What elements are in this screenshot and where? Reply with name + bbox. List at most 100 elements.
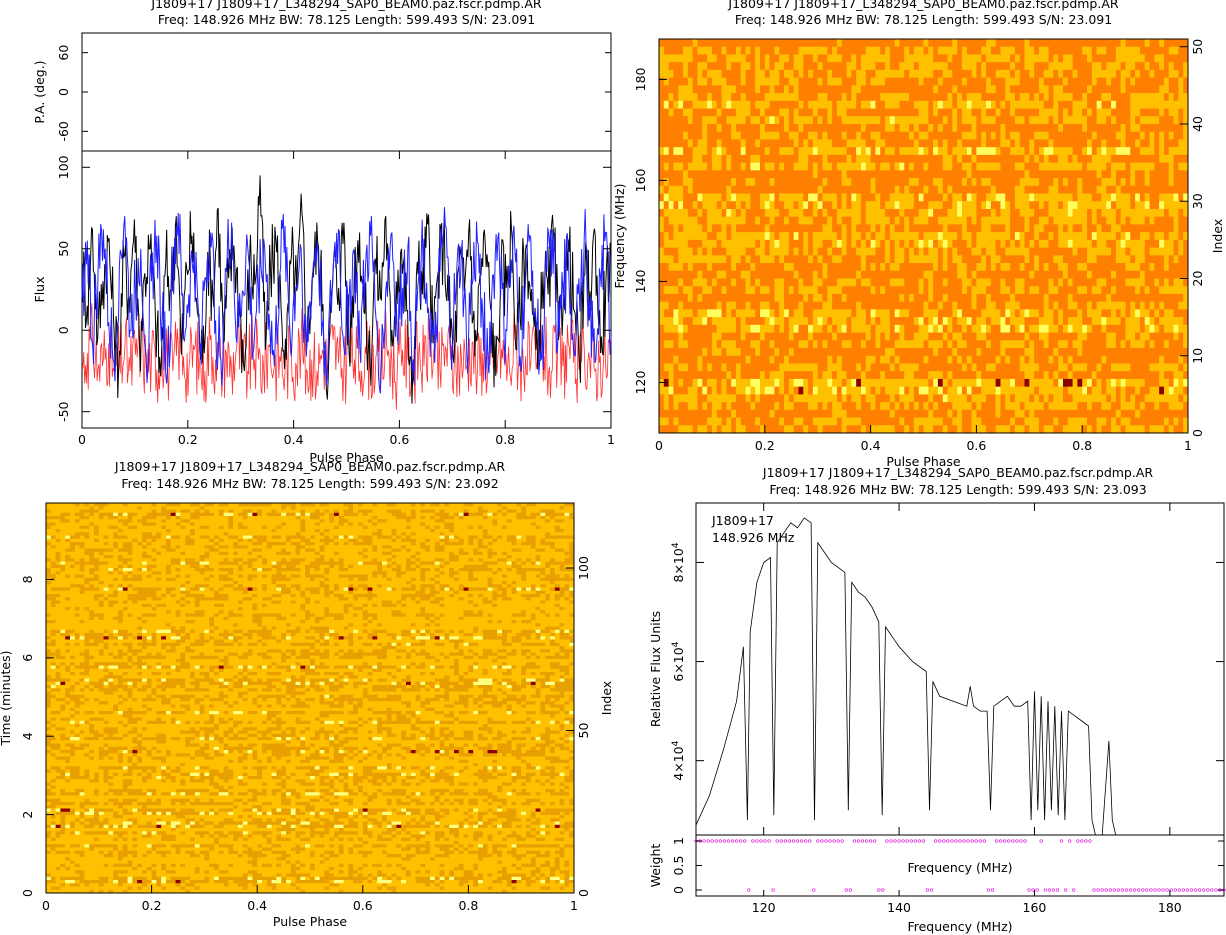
freq-phase-cell bbox=[1072, 201, 1078, 210]
freq-phase-cell bbox=[961, 301, 968, 310]
freq-phase-cell bbox=[1168, 62, 1174, 71]
freq-phase-cell bbox=[731, 224, 737, 233]
freq-phase-cell bbox=[851, 232, 857, 241]
freq-phase-cell bbox=[904, 332, 910, 341]
freq-phase-cell bbox=[1091, 162, 1098, 171]
freq-phase-cell bbox=[1139, 123, 1146, 133]
freq-phase-cell bbox=[904, 317, 910, 326]
freq-phase-cell bbox=[1024, 278, 1030, 287]
freq-phase-cell bbox=[1062, 116, 1069, 125]
freq-phase-cell bbox=[1087, 340, 1093, 349]
freq-phase-cell bbox=[1130, 93, 1136, 102]
freq-phase-cell bbox=[678, 185, 684, 194]
freq-phase-cell bbox=[774, 317, 780, 326]
freq-phase-cell bbox=[721, 77, 727, 86]
freq-phase-cell bbox=[798, 123, 804, 133]
freq-phase-cell bbox=[923, 154, 929, 164]
freq-phase-cell bbox=[1163, 263, 1170, 272]
freq-phase-cell bbox=[846, 340, 852, 349]
freq-phase-cell bbox=[735, 324, 742, 333]
freq-phase-cell bbox=[860, 332, 867, 341]
freq-phase-cell bbox=[1120, 178, 1126, 187]
freq-phase-cell bbox=[779, 239, 785, 248]
freq-phase-cell bbox=[933, 77, 939, 86]
freq-phase-cell bbox=[1048, 77, 1054, 86]
freq-phase-cell bbox=[942, 54, 948, 63]
freq-phase-cell bbox=[1019, 85, 1025, 94]
freq-phase-cell bbox=[808, 363, 814, 372]
freq-phase-cell bbox=[918, 263, 924, 272]
freq-phase-cell bbox=[784, 317, 790, 326]
freq-phase-cell bbox=[668, 293, 674, 303]
freq-phase-cell bbox=[981, 193, 987, 202]
freq-phase-cell bbox=[1139, 39, 1146, 48]
freq-phase-cell bbox=[1120, 378, 1126, 388]
freq-phase-cell bbox=[981, 317, 987, 326]
freq-phase-cell bbox=[1038, 178, 1045, 187]
freq-phase-cell bbox=[1014, 39, 1021, 48]
freq-phase-cell bbox=[764, 208, 771, 218]
freq-phase-cell bbox=[788, 170, 795, 179]
freq-phase-cell bbox=[755, 348, 761, 357]
freq-phase-cell bbox=[856, 208, 862, 218]
freq-phase-cell bbox=[952, 293, 958, 303]
freq-phase-cell bbox=[793, 348, 799, 357]
freq-phase-cell bbox=[663, 232, 670, 241]
freq-phase-cell bbox=[687, 39, 694, 48]
freq-phase-cell bbox=[942, 39, 948, 48]
freq-phase-cell bbox=[1101, 69, 1107, 79]
freq-phase-cell bbox=[961, 93, 968, 102]
freq-phase-cell bbox=[1144, 185, 1150, 194]
freq-phase-cell bbox=[764, 309, 771, 318]
freq-phase-cell bbox=[721, 263, 727, 272]
freq-phase-cell bbox=[764, 123, 771, 133]
freq-phase-cell bbox=[961, 216, 968, 225]
freq-phase-cell bbox=[851, 317, 857, 326]
freq-phase-cell bbox=[803, 378, 809, 388]
freq-phase-cell bbox=[683, 131, 689, 140]
freq-phase-cell bbox=[711, 162, 718, 171]
freq-phase-cell bbox=[1010, 378, 1016, 388]
freq-phase-cell bbox=[952, 116, 958, 125]
freq-phase-cell bbox=[716, 108, 722, 117]
freq-phase-cell bbox=[1024, 270, 1030, 279]
freq-phase-cell bbox=[740, 247, 746, 256]
freq-phase-cell bbox=[981, 363, 987, 372]
freq-phase-cell bbox=[1087, 216, 1093, 225]
freq-phase-cell bbox=[1010, 216, 1016, 225]
freq-phase-cell bbox=[697, 301, 703, 310]
freq-phase-cell bbox=[687, 309, 694, 318]
freq-phase-cell bbox=[1067, 371, 1073, 380]
freq-phase-cell bbox=[1005, 332, 1011, 341]
freq-phase-cell bbox=[995, 162, 1001, 171]
flux-series-line-2 bbox=[81, 207, 612, 394]
freq-phase-cell bbox=[1101, 286, 1107, 295]
freq-phase-cell bbox=[735, 255, 742, 264]
freq-phase-cell bbox=[779, 216, 785, 225]
freq-phase-cell bbox=[1019, 378, 1025, 388]
freq-phase-cell bbox=[1082, 123, 1088, 133]
freq-phase-cell bbox=[755, 278, 761, 287]
freq-phase-cell bbox=[841, 363, 847, 372]
freq-phase-cell bbox=[1106, 239, 1112, 248]
freq-phase-cell bbox=[1072, 208, 1078, 218]
freq-phase-cell bbox=[889, 39, 896, 48]
freq-phase-cell bbox=[966, 139, 972, 148]
freq-phase-cell bbox=[731, 116, 737, 125]
freq-phase-cell bbox=[846, 348, 852, 357]
freq-phase-cell bbox=[793, 69, 799, 79]
freq-phase-cell bbox=[731, 123, 737, 133]
freq-phase-cell bbox=[764, 170, 771, 179]
freq-phase-cell bbox=[779, 263, 785, 272]
freq-phase-cell bbox=[1168, 147, 1174, 156]
freq-phase-cell bbox=[1149, 301, 1155, 310]
freq-phase-cell bbox=[1178, 93, 1184, 102]
freq-phase-cell bbox=[836, 216, 843, 225]
freq-phase-cell bbox=[1139, 154, 1146, 164]
freq-phase-cell bbox=[899, 185, 905, 194]
freq-phase-cell bbox=[885, 147, 891, 156]
freq-phase-cell bbox=[1139, 378, 1146, 388]
freq-phase-cell bbox=[1087, 232, 1093, 241]
freq-phase-cell bbox=[1183, 201, 1189, 210]
freq-phase-cell bbox=[937, 293, 944, 303]
